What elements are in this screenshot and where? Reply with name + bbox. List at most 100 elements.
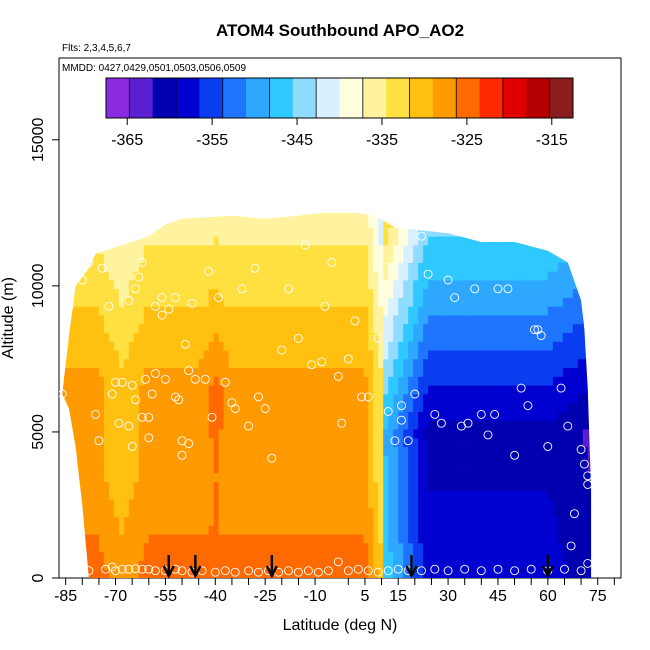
heatmap-cell-3077: [423, 472, 429, 482]
heatmap-cell-1812: [273, 516, 279, 526]
heatmap-cell-790: [148, 271, 155, 281]
sample-point-11: [117, 377, 127, 387]
heatmap-cell-532: [118, 323, 125, 333]
heatmap-cell-3589: [482, 402, 489, 412]
heatmap-cell-648: [133, 411, 140, 421]
heatmap-cell-3112: [428, 534, 434, 544]
heatmap-cell-3376: [458, 429, 464, 439]
heatmap-cell-1967: [288, 262, 294, 272]
heatmap-cell-1666: [253, 323, 259, 333]
sample-point-83: [470, 284, 480, 294]
heatmap-cell-772: [148, 429, 155, 439]
heatmap-cell-2357: [338, 525, 344, 535]
heatmap-cell-556: [123, 481, 130, 491]
heatmap-cell-389: [103, 472, 110, 482]
heatmap-cell-565: [123, 402, 130, 412]
heatmap-cell-1485: [233, 437, 239, 447]
colorbar-tick-label-1: -355: [196, 132, 228, 149]
heatmap-cell-1373: [218, 315, 225, 325]
heatmap-cell-2618: [368, 446, 374, 456]
heatmap-cell-939: [168, 437, 175, 447]
heatmap-cell-1325: [213, 367, 220, 377]
heatmap-cell-2713: [378, 350, 384, 360]
heatmap-cell-1509: [233, 227, 239, 237]
heatmap-cell-527: [118, 367, 125, 377]
heatmap-cell-2958: [408, 411, 414, 421]
heatmap-cell-1623: [248, 332, 254, 342]
heatmap-cell-4354: [572, 323, 579, 333]
heatmap-cell-317: [93, 367, 100, 377]
heatmap-cell-3000: [413, 411, 419, 421]
heatmap-cell-3841: [512, 402, 519, 412]
heatmap-cell-2185: [318, 560, 324, 570]
heatmap-cell-2733: [383, 542, 389, 553]
heatmap-cell-4124: [547, 499, 554, 509]
heatmap-cell-346: [98, 481, 105, 491]
heatmap-cell-1744: [263, 376, 269, 386]
heatmap-cell-739: [143, 350, 150, 360]
heatmap-cell-2444: [348, 499, 354, 509]
heatmap-cell-1653: [253, 437, 259, 447]
heatmap-cell-3222: [438, 306, 444, 316]
heatmap-cell-928: [168, 534, 175, 544]
heatmap-cell-1769: [268, 525, 274, 535]
heatmap-cell-1536: [238, 358, 244, 369]
heatmap-cell-1210: [198, 271, 205, 281]
heatmap-cell-1115: [188, 367, 195, 377]
heatmap-cell-2355: [338, 542, 344, 553]
heatmap-cell-639: [133, 490, 140, 500]
heatmap-cell-549: [123, 542, 130, 553]
heatmap-cell-2317: [333, 507, 339, 518]
heatmap-cell-2973: [408, 280, 414, 290]
heatmap-cell-2719: [378, 297, 384, 307]
heatmap-cell-2347: [333, 244, 339, 255]
heatmap-cell-3184: [433, 271, 439, 281]
heatmap-cell-4255: [562, 455, 569, 465]
heatmap-cell-435: [108, 437, 115, 447]
heatmap-cell-3584: [482, 446, 489, 456]
heatmap-cell-1859: [278, 472, 284, 482]
heatmap-cell-2677: [373, 297, 379, 307]
heatmap-cell-1854: [278, 516, 284, 526]
heatmap-cell-2004: [293, 306, 299, 316]
heatmap-cell-1984: [293, 481, 299, 491]
heatmap-cell-1519: [238, 507, 244, 518]
heatmap-cell-1004: [173, 236, 180, 246]
heatmap-cell-3147: [428, 227, 434, 237]
heatmap-cell-2985: [413, 542, 419, 553]
heatmap-cell-3558: [478, 306, 484, 316]
heatmap-cell-1247: [203, 315, 210, 325]
heatmap-cell-2183: [313, 212, 319, 220]
heatmap-cell-3188: [433, 236, 439, 246]
sample-point-20: [137, 412, 147, 422]
heatmap-cell-1946: [288, 446, 294, 456]
heatmap-cell-4419: [582, 490, 589, 500]
heatmap-cell-1212: [198, 253, 205, 263]
heatmap-cell-3885: [517, 385, 524, 395]
sample-point-122: [244, 566, 254, 576]
heatmap-cell-3685: [492, 297, 499, 307]
heatmap-cell-3872: [517, 499, 524, 509]
heatmap-cell-1125: [188, 280, 195, 290]
heatmap-cell-1481: [233, 472, 239, 482]
heatmap-cell-2368: [338, 429, 344, 439]
heatmap-cell-2091: [303, 280, 309, 290]
heatmap-cell-827: [153, 315, 160, 325]
heatmap-cell-3539: [478, 472, 484, 482]
heatmap-cell-1065: [183, 437, 190, 447]
heatmap-cell-906: [163, 358, 170, 369]
heatmap-cell-3573: [482, 542, 489, 553]
heatmap-cell-609: [128, 385, 135, 395]
heatmap-cell-4059: [537, 332, 544, 342]
heatmap-cell-241: [83, 297, 90, 307]
sample-point-1: [64, 301, 74, 311]
heatmap-cell-4020: [532, 306, 539, 316]
heatmap-cell-2086: [303, 323, 309, 333]
heatmap-cell-3854: [512, 288, 519, 298]
heatmap-cell-4207: [557, 507, 564, 518]
heatmap-cell-2361: [338, 490, 344, 500]
heatmap-cell-1144: [193, 481, 200, 491]
colorbar-swatch-17: [502, 78, 527, 118]
heatmap-cell-3500: [473, 446, 479, 456]
heatmap-cell-2851: [393, 244, 399, 255]
